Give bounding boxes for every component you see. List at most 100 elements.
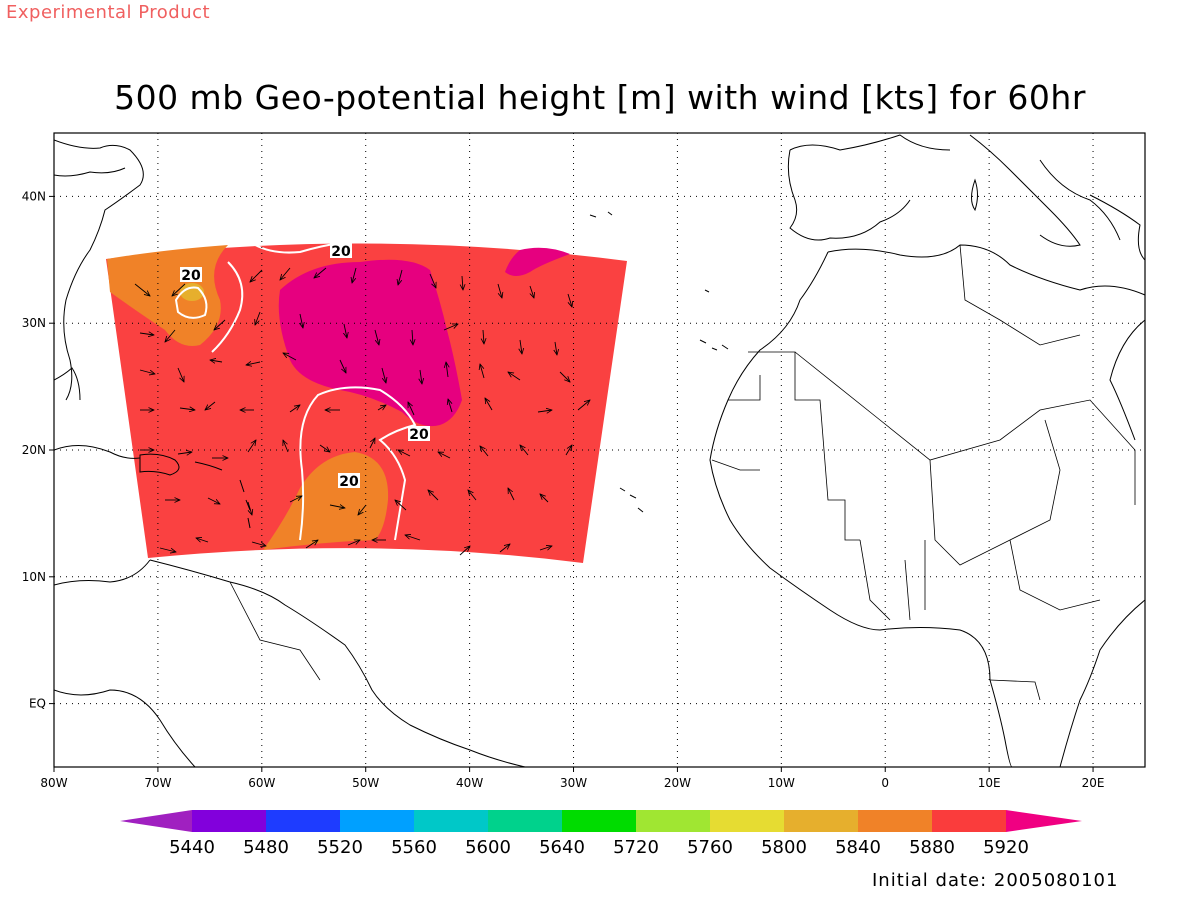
- lon-tick-label: 60W: [248, 776, 275, 790]
- wind-arrow: [196, 538, 209, 542]
- coastlines: [54, 134, 1145, 767]
- lat-tick-label: 10N: [22, 570, 46, 584]
- wind-arrow: [247, 440, 256, 453]
- model-domain-field: [106, 243, 627, 563]
- wind-arrow: [214, 319, 226, 330]
- wind-arrow: [329, 505, 345, 508]
- wind-arrow: [398, 269, 403, 285]
- wind-arrow: [314, 267, 327, 278]
- contour-label: 20: [181, 268, 201, 284]
- wind-arrow: [255, 311, 261, 325]
- wind-arrow: [134, 283, 150, 296]
- wind-arrow: [398, 450, 411, 457]
- colorbar-arrow-high: [1006, 810, 1082, 832]
- colorbar-swatch: [932, 810, 1006, 832]
- wind-arrow: [246, 362, 261, 365]
- colorbar-swatch: [858, 810, 932, 832]
- colorbar-swatch: [488, 810, 562, 832]
- map-title: 500 mb Geo-potential height [m] with win…: [114, 78, 1086, 117]
- product-label: Experimental Product: [6, 2, 211, 23]
- colorbar-swatch: [192, 810, 266, 832]
- colorbar-label: 5720: [613, 837, 659, 858]
- wind-arrow: [210, 360, 223, 362]
- wind-arrow: [205, 401, 216, 410]
- wind-arrow: [339, 359, 346, 373]
- wind-arrow: [559, 371, 570, 382]
- colorbar-label: 5520: [317, 837, 363, 858]
- wind-arrow: [369, 438, 375, 449]
- contour-labels: 20 20 20 20: [180, 243, 430, 490]
- wind-arrow: [497, 283, 502, 298]
- colorbar-label: 5880: [909, 837, 955, 858]
- wind-arrow: [377, 405, 386, 411]
- wind-arrow: [289, 405, 300, 413]
- wind-arrow: [520, 339, 522, 354]
- wind-arrow: [305, 540, 318, 549]
- wind-contours: [174, 231, 417, 541]
- colorbar-label: 5480: [243, 837, 289, 858]
- wind-arrow: [428, 490, 439, 501]
- lon-tick-label: 20E: [1082, 776, 1105, 790]
- lon-tick-label: 0: [881, 776, 889, 790]
- wind-arrow: [420, 369, 422, 384]
- colorbar-label: 5440: [169, 837, 215, 858]
- lat-tick-label: 30N: [22, 316, 46, 330]
- colorbar-swatch: [710, 810, 784, 832]
- lon-tick-label: 70W: [144, 776, 171, 790]
- wind-arrow: [462, 275, 463, 290]
- wind-arrow: [448, 399, 453, 413]
- wind-arrow: [250, 269, 263, 282]
- wind-vectors: [134, 267, 590, 556]
- axis-ticks: 80W 70W 60W 50W 40W 30W 20W 10W 0 10E 20E EQ 10N 20N 3…: [22, 189, 1105, 790]
- wind-arrow: [443, 324, 458, 331]
- graticule: [54, 133, 1145, 767]
- lat-tick-label: 40N: [22, 189, 46, 203]
- wind-arrow: [540, 494, 549, 503]
- wind-arrow: [480, 364, 485, 379]
- wind-arrow: [358, 504, 367, 515]
- wind-arrow: [165, 329, 176, 342]
- wind-arrow: [438, 452, 451, 459]
- wind-arrow: [480, 446, 489, 457]
- field-region-5920-ne: [505, 247, 570, 276]
- wind-arrow: [468, 490, 477, 501]
- contour-label: 20: [339, 474, 359, 490]
- colorbar-label: 5800: [761, 837, 807, 858]
- wind-arrow: [139, 333, 154, 335]
- wind-arrow: [499, 544, 510, 553]
- wind-arrow: [352, 267, 357, 283]
- wind-arrow: [555, 341, 557, 355]
- wind-arrow: [289, 496, 302, 503]
- colorbar-swatch: [636, 810, 710, 832]
- colorbar-label: 5840: [835, 837, 881, 858]
- wind-arrow: [179, 408, 195, 410]
- wind-arrow: [565, 445, 572, 456]
- wind-arrow: [530, 285, 534, 298]
- wind-arrow: [567, 293, 572, 307]
- colorbar-label: 5600: [465, 837, 511, 858]
- wind-arrow: [177, 452, 192, 454]
- wind-arrow: [283, 353, 297, 361]
- lon-tick-label: 30W: [560, 776, 587, 790]
- wind-arrow: [395, 500, 407, 511]
- wind-arrow: [344, 323, 347, 338]
- colorbar-label: 5920: [983, 837, 1029, 858]
- wind-arrow: [577, 400, 590, 411]
- colorbar-swatch: [562, 810, 636, 832]
- wind-arrow: [251, 541, 266, 546]
- lon-tick-label: 80W: [40, 776, 67, 790]
- wind-arrow: [283, 440, 289, 453]
- wind-arrow: [459, 546, 470, 556]
- colorbar-label: 5560: [391, 837, 437, 858]
- colorbar-swatch: [340, 810, 414, 832]
- wind-arrow: [508, 488, 515, 501]
- wind-arrow: [159, 547, 176, 552]
- wind-arrow: [319, 444, 330, 452]
- lon-tick-label: 10E: [978, 776, 1001, 790]
- colorbar-swatch: [266, 810, 340, 832]
- lon-tick-label: 10W: [768, 776, 795, 790]
- colorbar-label: 5640: [539, 837, 585, 858]
- country-borders: [229, 244, 1136, 701]
- wind-arrow: [405, 535, 421, 541]
- wind-arrow: [381, 367, 386, 383]
